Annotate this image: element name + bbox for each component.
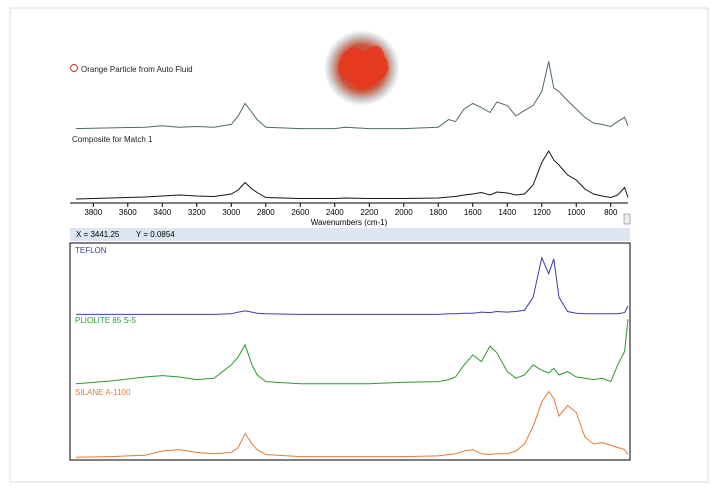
y-readout: Y = 0.0854 [136, 230, 175, 239]
spectrum-title: Composite for Match 1 [72, 135, 153, 144]
spectrum-title: TEFLON [75, 246, 107, 255]
x-tick-label: 1400 [498, 208, 516, 217]
spectrum-title: SILANE A-1100 [75, 388, 131, 397]
x-tick-label: 3800 [84, 208, 102, 217]
x-tick-label: 3400 [153, 208, 171, 217]
x-axis-label: Wavenumbers (cm-1) [311, 218, 388, 227]
x-tick-label: 2400 [326, 208, 344, 217]
x-tick-label: 800 [604, 208, 618, 217]
x-tick-label: 2200 [360, 208, 378, 217]
x-tick-label: 1000 [567, 208, 585, 217]
x-tick-label: 2600 [291, 208, 309, 217]
x-tick-label: 2800 [257, 208, 275, 217]
x-tick-label: 3200 [188, 208, 206, 217]
x-readout: X = 3441.25 [76, 230, 120, 239]
scroll-button[interactable] [624, 214, 630, 224]
x-tick-label: 2000 [395, 208, 413, 217]
x-tick-label: 1600 [464, 208, 482, 217]
app-screen: X = 3441.25 Y = 0.0854 Orange Particle f… [0, 0, 718, 490]
x-tick-label: 1800 [429, 208, 447, 217]
spectrum-title: PLIOLITE 85 S-5 [75, 316, 136, 325]
spectrum-title: Orange Particle from Auto Fluid [81, 65, 193, 74]
x-tick-label: 3600 [119, 208, 137, 217]
x-tick-label: 1200 [533, 208, 551, 217]
x-tick-label: 3000 [222, 208, 240, 217]
